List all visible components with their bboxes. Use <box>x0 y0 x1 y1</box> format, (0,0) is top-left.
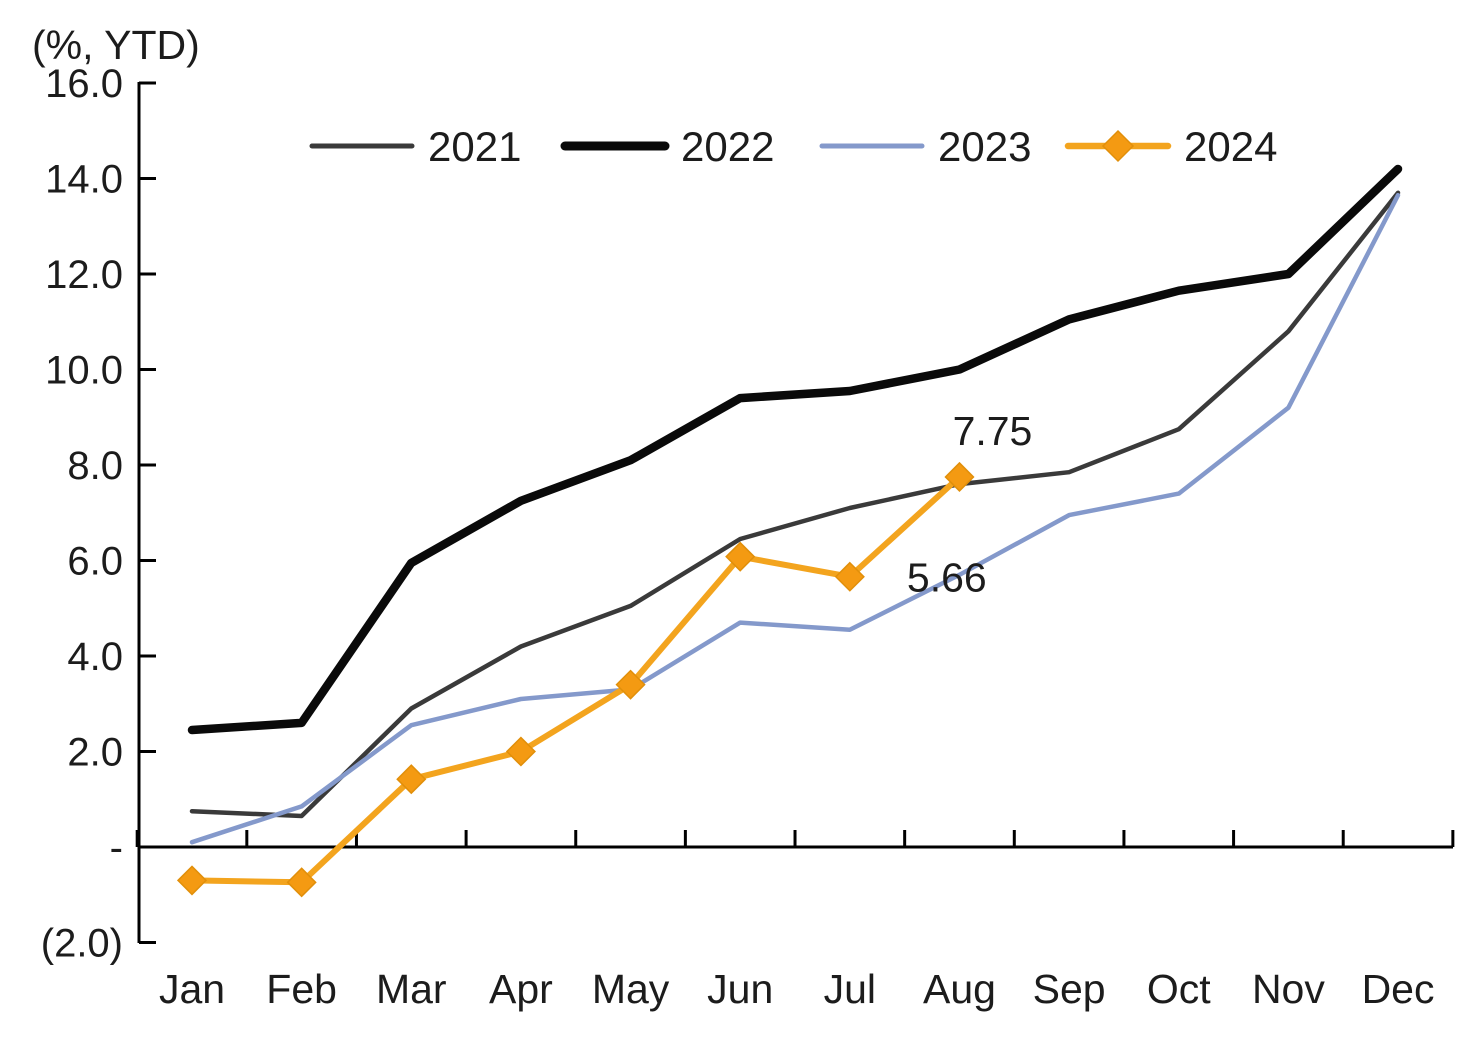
series-line-2021 <box>189 190 1401 819</box>
legend-item-2021: 2021 <box>309 123 521 170</box>
y-tick-label: 16.0 <box>45 62 123 106</box>
y-tick-label: 6.0 <box>67 540 123 584</box>
series-marker-2024 <box>834 561 865 592</box>
legend-label-2023: 2023 <box>938 123 1031 170</box>
series-marker-2024 <box>615 669 646 700</box>
y-tick-label: 8.0 <box>67 444 123 488</box>
y-tick-label: (2.0) <box>41 922 123 966</box>
x-tick-label-jan: Jan <box>159 966 225 1012</box>
y-tick-label: - <box>110 826 123 870</box>
series-line-2024 <box>189 473 963 886</box>
x-tick-label-oct: Oct <box>1147 966 1211 1012</box>
legend-label-2021: 2021 <box>428 123 521 170</box>
y-tick-label: 14.0 <box>45 158 123 202</box>
x-tick-label-dec: Dec <box>1362 966 1435 1012</box>
series-marker-2024 <box>725 541 756 572</box>
y-tick-label: 12.0 <box>45 253 123 297</box>
x-tick-label-jun: Jun <box>707 966 773 1012</box>
annotation-label-7.75: 7.75 <box>953 408 1033 454</box>
series-marker-2024 <box>176 865 208 896</box>
legend-item-2022: 2022 <box>560 123 774 170</box>
legend-marker-2024 <box>1101 129 1135 163</box>
x-tick-label-sep: Sep <box>1033 966 1106 1012</box>
legend-item-2023: 2023 <box>819 123 1031 170</box>
x-tick-label-may: May <box>592 966 670 1012</box>
legend-item-2024: 2024 <box>1064 123 1277 170</box>
series-line-2023 <box>189 192 1401 845</box>
y-tick-label: 2.0 <box>67 731 123 775</box>
legend-label-2024: 2024 <box>1184 123 1277 170</box>
series-line-2022 <box>187 164 1403 735</box>
x-tick-label-aug: Aug <box>923 966 996 1012</box>
x-tick-label-jul: Jul <box>824 966 876 1012</box>
series-marker-2024 <box>286 867 317 898</box>
legend-label-2022: 2022 <box>681 123 774 170</box>
x-tick-label-apr: Apr <box>489 966 553 1012</box>
x-tick-label-feb: Feb <box>266 966 337 1012</box>
x-tick-label-mar: Mar <box>376 966 447 1012</box>
series-marker-2024 <box>944 461 975 492</box>
y-tick-label: 10.0 <box>45 349 123 393</box>
chart-unit-label: (%, YTD) <box>32 22 200 68</box>
series-marker-2024 <box>505 736 536 767</box>
annotation-label-5.66: 5.66 <box>907 555 987 601</box>
series-marker-2024 <box>396 764 427 795</box>
y-tick-label: 4.0 <box>67 635 123 679</box>
x-tick-label-nov: Nov <box>1252 966 1325 1012</box>
